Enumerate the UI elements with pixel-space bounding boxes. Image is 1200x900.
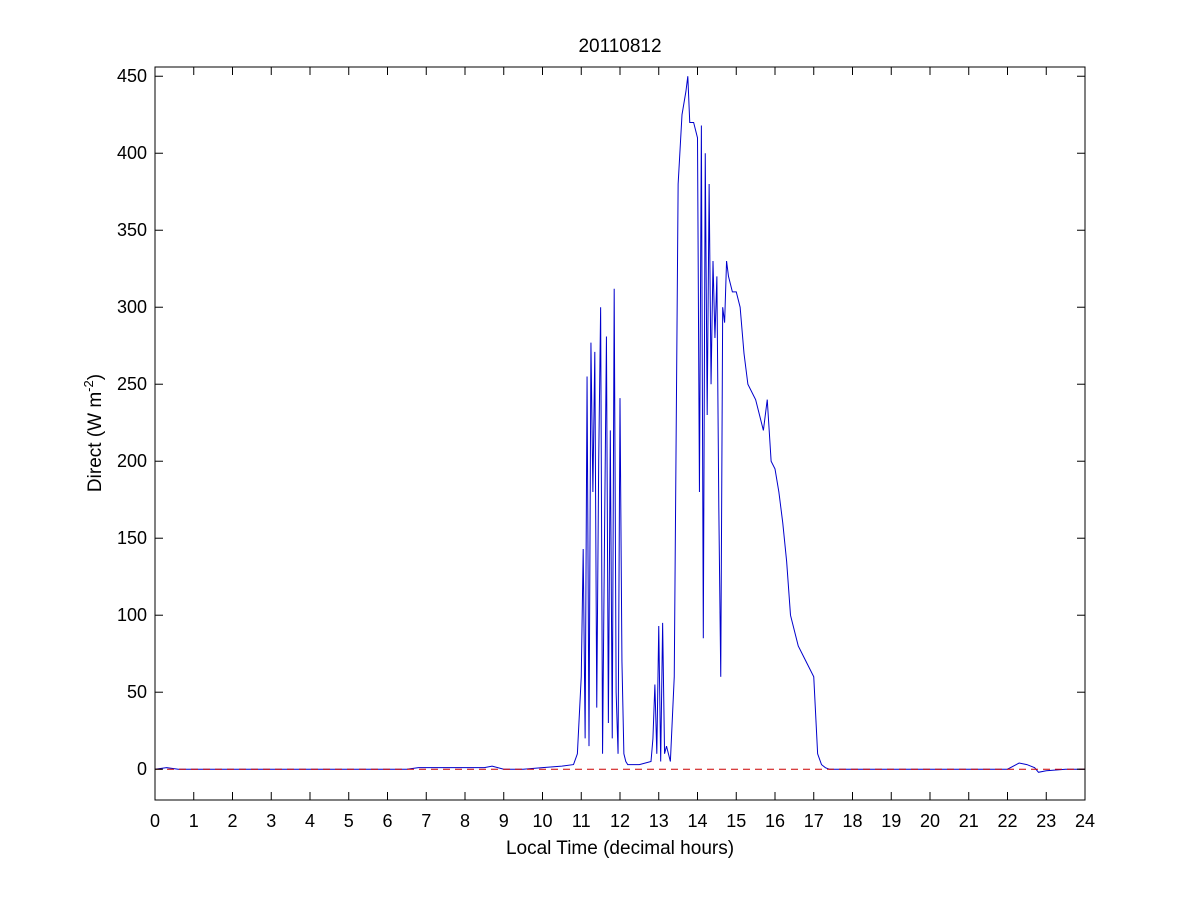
x-tick-label: 6	[382, 811, 392, 831]
x-tick-label: 4	[305, 811, 315, 831]
y-tick-label: 300	[117, 297, 147, 317]
x-tick-label: 1	[189, 811, 199, 831]
x-tick-label: 5	[344, 811, 354, 831]
x-tick-label: 23	[1036, 811, 1056, 831]
x-axis-label: Local Time (decimal hours)	[506, 838, 734, 859]
x-tick-label: 10	[532, 811, 552, 831]
x-axis-ticks: 0 1 2 3 4 5 6 7 8 9 10 11 12 13 14 15 16 17 18 19 20 21 22 23 24	[150, 67, 1095, 831]
x-tick-label: 9	[499, 811, 509, 831]
y-axis-label-main: Direct (W m	[85, 392, 106, 492]
series-line-1	[154, 76, 1085, 773]
x-tick-label: 21	[959, 811, 979, 831]
y-axis-ticks: 0 50 100 150 200 250 300 350 400 450	[117, 66, 1085, 779]
axes-box	[154, 66, 1086, 801]
x-tick-label: 8	[460, 811, 470, 831]
y-axis-label: Direct (W m-2)	[81, 374, 106, 492]
x-tick-label: 3	[266, 811, 276, 831]
y-tick-label: 200	[117, 451, 147, 471]
x-tick-label: 11	[572, 811, 591, 831]
x-tick-label: 20	[920, 811, 940, 831]
y-tick-label: 100	[117, 605, 147, 625]
chart-title: 20110812	[578, 36, 661, 57]
x-tick-label: 12	[610, 811, 630, 831]
y-tick-label: 450	[117, 66, 147, 86]
x-tick-label: 13	[649, 811, 669, 831]
y-tick-label: 350	[117, 220, 147, 240]
x-tick-label: 19	[881, 811, 901, 831]
x-tick-label: 14	[687, 811, 707, 831]
x-tick-label: 0	[150, 811, 160, 831]
x-tick-label: 7	[421, 811, 431, 831]
y-axis-label-suffix: )	[85, 374, 106, 380]
x-tick-label: 15	[726, 811, 746, 831]
series-layer	[154, 76, 1085, 773]
x-tick-label: 16	[765, 811, 785, 831]
x-tick-label: 24	[1075, 811, 1095, 831]
y-tick-label: 250	[117, 374, 147, 394]
x-tick-label: 22	[997, 811, 1017, 831]
x-tick-label: 17	[804, 811, 824, 831]
x-tick-label: 18	[842, 811, 862, 831]
y-tick-label: 150	[117, 528, 147, 548]
y-tick-label: 50	[127, 682, 147, 702]
y-tick-label: 400	[117, 143, 147, 163]
y-tick-label: 0	[137, 759, 147, 779]
x-tick-label: 2	[227, 811, 237, 831]
y-axis-label-superscript: -2	[81, 380, 96, 392]
